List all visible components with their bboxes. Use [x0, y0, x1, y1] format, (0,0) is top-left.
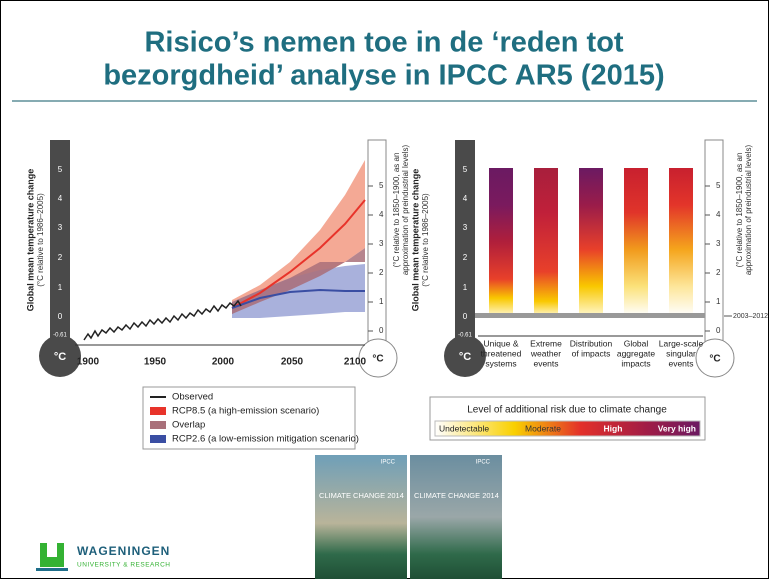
category-label: Global	[624, 338, 649, 348]
x-tick-label: 1950	[144, 357, 167, 368]
y-tick-label: 2	[379, 268, 384, 277]
y-tick-label: 1	[58, 283, 63, 292]
y-tick-label: 0	[716, 326, 721, 335]
logo-mark	[36, 568, 68, 571]
legend-label: Overlap	[172, 420, 205, 431]
category-label: Large-scale	[659, 338, 704, 348]
y-tick-label: 5	[716, 181, 721, 190]
category-label: impacts	[621, 358, 650, 368]
y-tick-label: 4	[379, 210, 384, 219]
risk-level-label: Moderate	[525, 423, 561, 433]
title: Risico’s nemen toe in de ‘reden tot	[144, 27, 623, 59]
ember	[489, 168, 513, 316]
y-tick-label: 3	[716, 239, 721, 248]
category-label: systems	[485, 358, 516, 368]
category-label: events	[668, 358, 693, 368]
cover	[410, 455, 502, 579]
y-tick-label: 4	[463, 194, 468, 203]
ember	[624, 168, 648, 316]
y-tick-label: 2	[58, 253, 63, 262]
legend-label: RCP2.6 (a low-emission mitigation scenar…	[172, 434, 359, 445]
right-axis-subtitle: approximation of preindustrial levels)	[744, 145, 753, 276]
right-axis-title: (°C relative to 1850–1900, as an	[735, 153, 744, 268]
category-label: threatened	[481, 348, 522, 358]
y-tick-label: 3	[379, 239, 384, 248]
y-tick-label: 1	[463, 283, 468, 292]
unit-label: °C	[709, 354, 720, 365]
legend-swatch	[150, 421, 166, 429]
right-axis-title: (°C relative to 1850–1900, as an	[392, 153, 401, 268]
cover-title: CLIMATE CHANGE 2014	[319, 491, 404, 500]
y-tick-label: 0	[463, 312, 468, 321]
x-tick-label: 2050	[281, 357, 304, 368]
y-axis-subtitle: (°C relative to 1986–2005)	[421, 193, 430, 287]
x-tick-label: 2100	[344, 357, 367, 368]
category-label: of impacts	[572, 348, 611, 358]
risk-level-label: High	[604, 423, 623, 433]
y-axis-subtitle: (°C relative to 1986–2005)	[36, 193, 45, 287]
legend-label: RCP8.5 (a high-emission scenario)	[172, 406, 319, 417]
cover-publisher: IPCC	[476, 460, 491, 466]
unit-label: °C	[372, 354, 383, 365]
logo-subtitle: UNIVERSITY & RESEARCH	[77, 562, 170, 569]
category-label: Extreme	[530, 338, 562, 348]
risk-legend-title: Level of additional risk due to climate …	[467, 405, 667, 416]
y-tick-label: 0	[58, 312, 63, 321]
x-tick-label: 1900	[77, 357, 100, 368]
cover	[315, 455, 407, 579]
slide: Risico’s nemen toe in de ‘reden tot bezo…	[0, 0, 769, 579]
x-tick-label: 2000	[212, 357, 235, 368]
legend-label: Observed	[172, 392, 213, 403]
category-label: singular	[666, 348, 696, 358]
category-label: aggregate	[617, 348, 656, 358]
unit-label: °C	[459, 351, 471, 363]
category-label: weather	[530, 348, 561, 358]
cover-title: CLIMATE CHANGE 2014	[414, 491, 499, 500]
baseline-band	[475, 313, 705, 318]
legend-swatch	[150, 407, 166, 415]
cover-publisher: IPCC	[381, 460, 396, 466]
y-tick-label: 5	[58, 165, 63, 174]
title: bezorgdheid’ analyse in IPCC AR5 (2015)	[103, 60, 664, 92]
y-tick-label: 3	[58, 223, 63, 232]
risk-level-label: Very high	[658, 423, 696, 433]
y-tick-label: 0	[379, 326, 384, 335]
risk-level-label: Undetectable	[439, 423, 489, 433]
legend-swatch	[150, 435, 166, 443]
y-tick-label: 5	[463, 165, 468, 174]
y-tick-label: 1	[716, 297, 721, 306]
y-tick-label: 4	[58, 194, 63, 203]
y-tick-label: -0.61	[53, 333, 67, 339]
y-tick-label: -0.61	[458, 333, 472, 339]
y-tick-label: 2	[463, 253, 468, 262]
y-tick-label: 3	[463, 223, 468, 232]
y-tick-label: 2	[716, 268, 721, 277]
category-label: events	[533, 358, 558, 368]
logo: WAGENINGEN UNIVERSITY & RESEARCH	[36, 543, 170, 571]
y-tick-label: 5	[379, 181, 384, 190]
ember	[534, 168, 558, 316]
logo-mark	[47, 543, 57, 557]
category-label: Unique &	[484, 338, 519, 348]
logo-name: WAGENINGEN	[77, 544, 170, 558]
y-tick-label: 4	[716, 210, 721, 219]
category-label: Distribution	[570, 338, 613, 348]
y-tick-label: 1	[379, 297, 384, 306]
y-axis-title: Global mean temperature change	[25, 169, 35, 312]
ember	[579, 168, 603, 316]
unit-label: °C	[54, 351, 66, 363]
ember	[669, 168, 693, 316]
y-axis-title: Global mean temperature change	[410, 169, 420, 312]
baseline-label: 2003–2012	[733, 313, 768, 320]
right-axis-subtitle: approximation of preindustrial levels)	[401, 145, 410, 276]
